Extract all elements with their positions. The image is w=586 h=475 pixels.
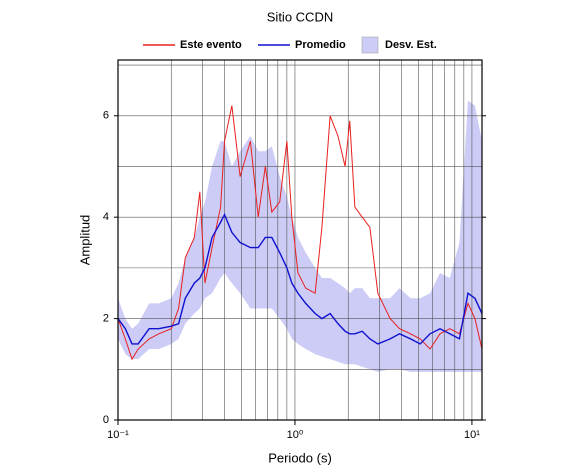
y-tick-label: 6 xyxy=(103,110,109,122)
series-line xyxy=(117,105,483,361)
y-tick-label: 0 xyxy=(103,414,109,426)
legend-label: Promedio xyxy=(295,39,346,51)
series-line xyxy=(117,212,483,345)
x-axis-label: Periodo (s) xyxy=(268,450,332,465)
legend-label: Desv. Est. xyxy=(385,39,437,51)
y-tick-label: 2 xyxy=(103,312,109,324)
std-band xyxy=(118,100,482,372)
y-axis-label: Amplitud xyxy=(77,215,92,266)
x-tick-label: 10¹ xyxy=(464,429,480,441)
x-tick-label: 10⁻¹ xyxy=(107,429,129,441)
y-tick-label: 4 xyxy=(103,211,109,223)
legend-label: Este evento xyxy=(180,39,242,51)
plot-frame xyxy=(117,59,483,421)
chart-title: Sitio CCDN xyxy=(267,9,333,24)
legend-swatch xyxy=(361,36,379,54)
x-tick-label: 10⁰ xyxy=(287,429,304,441)
